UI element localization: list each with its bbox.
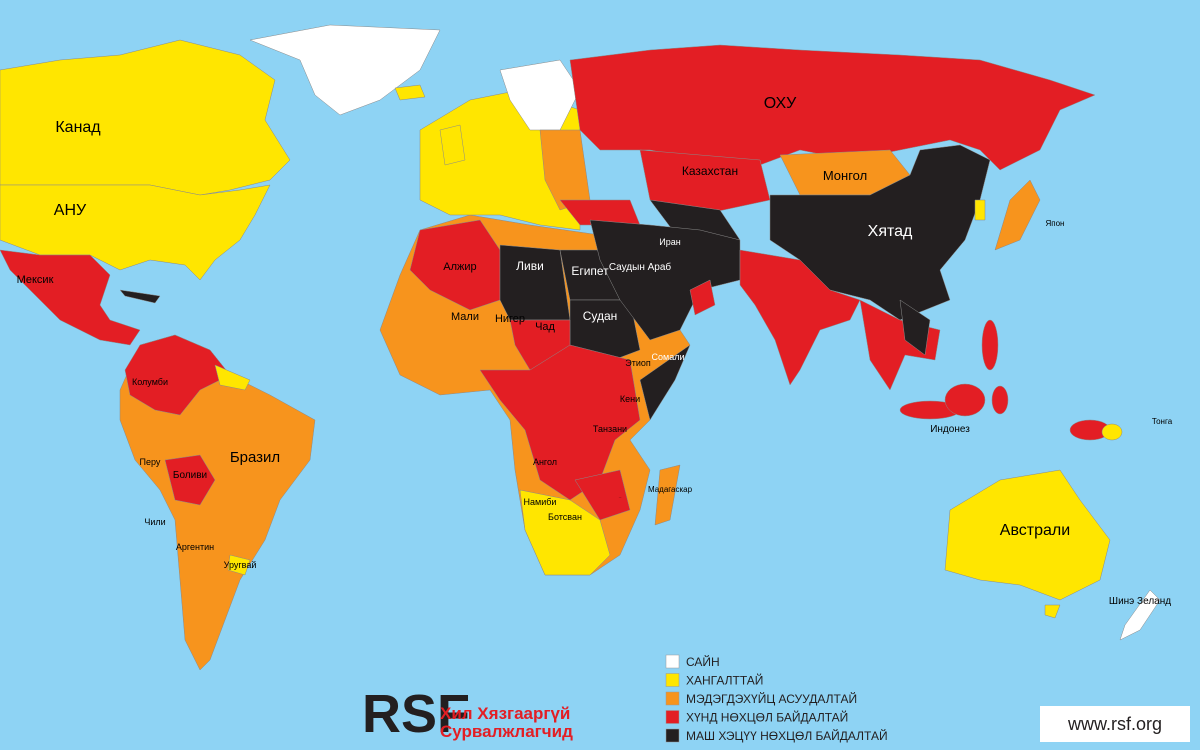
country-label: Хятад xyxy=(868,223,913,240)
country-label: Мали xyxy=(451,311,479,323)
country-label: Судан xyxy=(583,309,618,323)
legend-label: САЙН xyxy=(686,654,720,669)
country-label: Бразил xyxy=(230,449,280,466)
legend-label: МЭДЭГДЭХҮЙЦ АСУУДАЛТАЙ xyxy=(686,691,857,706)
country-label: Иран xyxy=(659,237,680,247)
country-label: Монгол xyxy=(823,168,867,183)
country-label: Ангол xyxy=(533,457,557,467)
url: www.rsf.org xyxy=(1067,714,1162,734)
country-label: Кени xyxy=(619,497,622,499)
country-label: Ботсван xyxy=(548,512,582,522)
country-label: Мексик xyxy=(17,274,54,286)
country-label: Ливи xyxy=(516,259,544,273)
legend-swatch xyxy=(665,710,680,724)
country-label: Нигер xyxy=(495,313,525,325)
country-label: Шинэ Зеланд xyxy=(1109,596,1171,607)
country-label: Индонез xyxy=(930,424,970,435)
country-label: Боливи xyxy=(173,470,207,481)
country-label: Чили xyxy=(144,517,165,527)
logo-line: Сурвалжлагчид xyxy=(440,722,573,741)
legend-label: ХАНГАЛТТАЙ xyxy=(686,673,763,688)
country-label: Тонга xyxy=(1152,417,1173,426)
country-label: Алжир xyxy=(443,261,476,273)
legend-swatch xyxy=(665,673,680,687)
country-label: Египет xyxy=(571,264,609,278)
country-label: Саудын Араб xyxy=(609,261,672,273)
country-label: Казахстан xyxy=(682,164,738,178)
country-label: Кени xyxy=(620,394,640,404)
country-label: Австрали xyxy=(1000,522,1070,539)
country-label: Чад xyxy=(535,321,555,333)
country-label: ОХУ xyxy=(764,95,797,112)
country-label: Япон xyxy=(1046,219,1065,228)
url-box xyxy=(1040,706,1190,742)
legend-swatch xyxy=(665,728,680,743)
country-label: Колумби xyxy=(132,377,168,387)
country-label: АНУ xyxy=(54,202,87,219)
country-label: Мадагаскар xyxy=(648,485,693,494)
countries xyxy=(0,24,1161,671)
country-label: Этиоп xyxy=(625,358,651,368)
country-label: Уругвай xyxy=(224,560,257,570)
legend-swatch xyxy=(665,691,680,706)
country-label: Аргентин xyxy=(176,542,214,552)
legend: САЙН ХАНГАЛТТАЙ МЭДЭГДЭХҮЙЦ АСУУДАЛТАЙ ХҮНД… xyxy=(665,654,888,743)
country-label: Перу xyxy=(140,457,161,467)
logo-line: Хил Хязгааргүй xyxy=(440,704,570,723)
legend-label: ХҮНД НӨХЦӨЛ БАЙДАЛТАЙ xyxy=(686,710,848,725)
logo-mark: RSF xyxy=(362,684,470,744)
country-label: Сомали xyxy=(652,352,685,362)
country-label: Намиби xyxy=(524,497,557,507)
legend-swatch xyxy=(665,654,680,669)
country-labels: Канад АНУ Мексик Бразил Боливи Колумби Перу Арг… xyxy=(17,95,1173,607)
country-label: Танзани xyxy=(593,424,627,434)
legend-label: МАШ ХЭЦҮҮ НӨХЦӨЛ БАЙДАЛТАЙ xyxy=(686,728,888,743)
country-label: Канад xyxy=(55,119,101,136)
